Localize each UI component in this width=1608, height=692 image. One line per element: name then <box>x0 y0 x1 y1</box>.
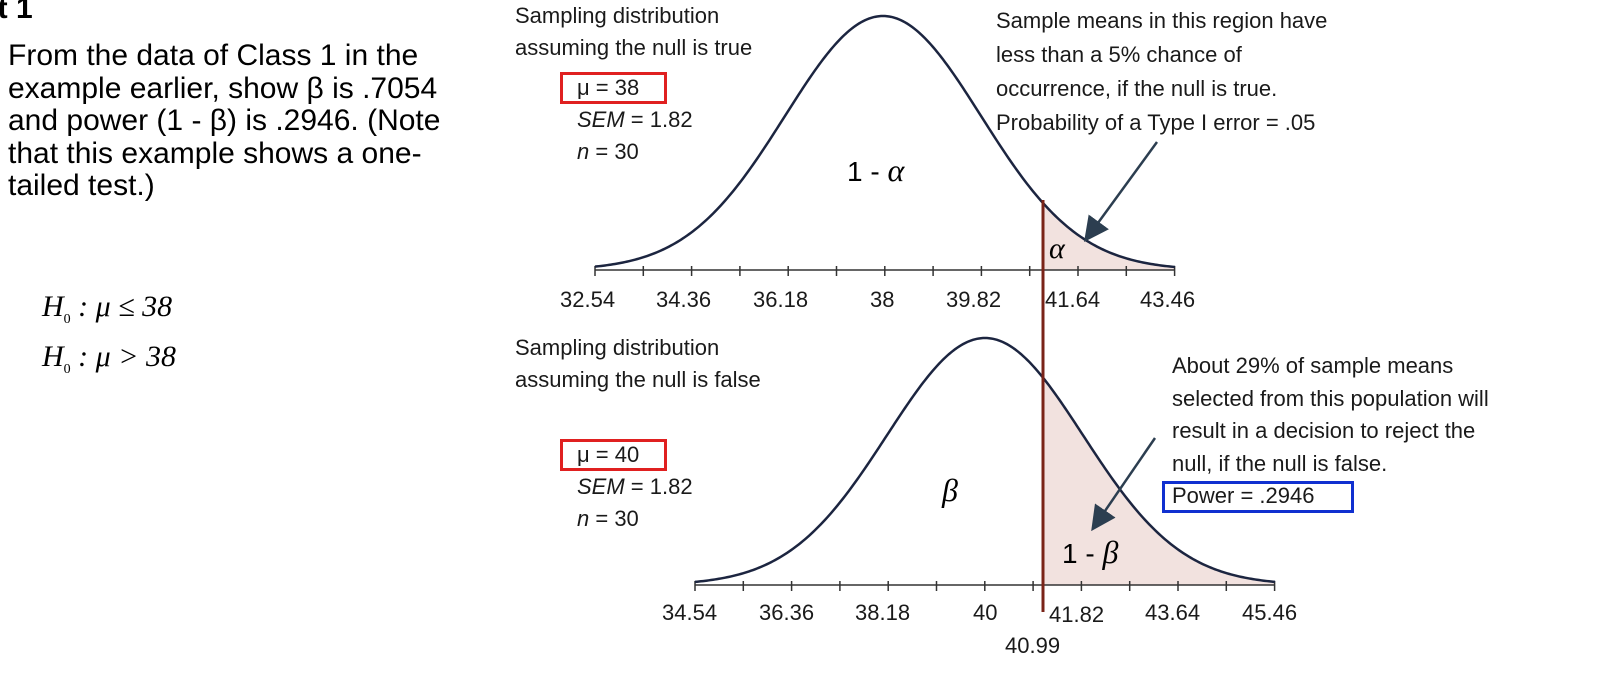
power-arrow <box>1091 437 1157 532</box>
beta-symbol: β <box>1102 534 1119 570</box>
critical-value-label: 40.99 <box>1005 633 1061 658</box>
top-axis-ticks <box>594 266 1176 276</box>
intro-line: and power (1 - β) is .2946. (Note <box>8 104 441 137</box>
top-tick-label: 43.46 <box>1140 287 1196 312</box>
label-prefix: 1 - <box>1062 538 1103 569</box>
hyp-expression: : μ > 38 <box>70 340 176 373</box>
bottom-tick-label: 38.18 <box>855 600 911 625</box>
caption-line: Sampling distribution <box>515 335 720 360</box>
n-label: n <box>577 139 590 164</box>
intro-line: tailed test.) <box>8 169 155 202</box>
alpha-region-shade <box>1043 203 1175 270</box>
bottom-tick-label: 45.46 <box>1242 600 1298 625</box>
power-tail-label: 1 - β <box>1062 534 1118 571</box>
sem-label: SEM <box>577 107 625 132</box>
null-true-curve <box>594 14 1176 269</box>
caption-line: assuming the null is false <box>515 367 761 392</box>
label-prefix: 1 - <box>847 156 888 187</box>
mu-top: μ = 38 <box>577 75 640 100</box>
alpha-arrow <box>1084 141 1159 243</box>
caption-line: assuming the null is true <box>515 35 753 60</box>
caption-line: Sampling distribution <box>515 3 720 28</box>
bottom-tick-label: 36.36 <box>759 600 815 625</box>
n-bottom: n = 30 <box>577 503 639 535</box>
note-line: Sample means in this region have <box>996 8 1328 33</box>
sem-bottom: SEM = 1.82 <box>577 471 693 503</box>
power-box <box>1162 481 1354 513</box>
note-line: occurrence, if the null is true. <box>996 76 1278 101</box>
mu-box-bottom <box>560 439 667 471</box>
null-false-curve <box>694 336 1276 584</box>
sem-top: SEM = 1.82 <box>577 104 693 136</box>
bottom-tick-label: 41.82 <box>1049 602 1105 627</box>
intro-line: example earlier, show β is .7054 <box>8 71 438 105</box>
power-region-shade <box>1043 377 1275 585</box>
one-minus-alpha-label: 1 - α <box>847 152 904 189</box>
top-tick-label: 32.54 <box>560 287 616 312</box>
bottom-tick-label: 34.54 <box>662 600 718 625</box>
beta-region-label: β <box>942 472 958 508</box>
sem-value: = 1.82 <box>624 107 693 132</box>
n-value: = 30 <box>589 506 639 531</box>
null-hypothesis: H0 : μ ≤ 38 <box>42 290 172 328</box>
note-line: null, if the null is false. <box>1172 450 1388 476</box>
part-title: rt 1 <box>0 0 33 25</box>
mu-box-top <box>560 72 667 104</box>
bottom-tick-label: 40 <box>973 600 998 625</box>
note-line: About 29% of sample means <box>1172 353 1454 378</box>
note-line: result in a decision to reject the <box>1172 418 1476 443</box>
top-tick-label: 36.18 <box>753 287 809 312</box>
top-tick-label: 39.82 <box>946 287 1002 312</box>
top-tick-label: 41.64 <box>1045 287 1101 312</box>
sem-value: = 1.82 <box>624 474 693 499</box>
power-note: About 29% of sample means selected from … <box>1172 350 1489 480</box>
n-value: = 30 <box>589 139 639 164</box>
hyp-subscript: 0 <box>63 312 71 327</box>
n-label: n <box>577 506 590 531</box>
note-line: less than a 5% chance of <box>996 42 1242 67</box>
hyp-expression: : μ ≤ 38 <box>70 290 173 323</box>
bottom-tick-label: 43.64 <box>1145 600 1201 625</box>
alpha-symbol: α <box>887 152 905 188</box>
alt-hypothesis: H0 : μ > 38 <box>42 340 176 378</box>
hyp-subscript: 0 <box>63 362 71 377</box>
mu-bottom: μ = 40 <box>577 442 640 467</box>
bottom-caption: Sampling distribution assuming the null … <box>515 332 761 396</box>
intro-line: that this example shows a one- <box>8 136 422 170</box>
n-top: n = 30 <box>577 136 639 168</box>
hyp-symbol: H <box>42 340 64 373</box>
alpha-tail-label: α <box>1049 232 1065 265</box>
intro-text: From the data of Class 1 in the example … <box>8 39 498 203</box>
sem-label: SEM <box>577 474 625 499</box>
top-tick-label: 34.36 <box>656 287 712 312</box>
top-tick-label: 38 <box>870 287 895 312</box>
power-value: Power = .2946 <box>1172 483 1315 508</box>
hyp-symbol: H <box>42 290 64 323</box>
note-line: selected from this population will <box>1172 385 1489 411</box>
intro-line: From the data of Class 1 in the <box>8 39 419 72</box>
note-line: Probability of a Type I error = .05 <box>996 110 1316 135</box>
alpha-note: Sample means in this region have less th… <box>996 4 1327 140</box>
top-caption: Sampling distribution assuming the null … <box>515 0 752 64</box>
bottom-axis-ticks <box>694 581 1276 591</box>
